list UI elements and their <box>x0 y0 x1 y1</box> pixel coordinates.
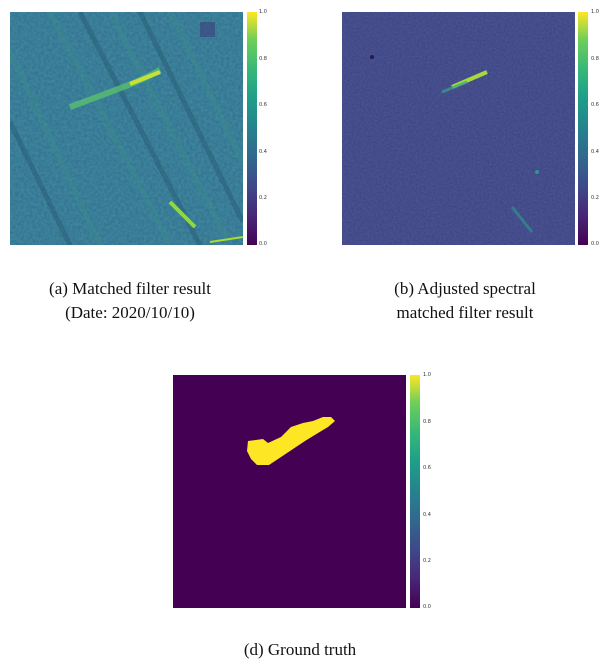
tick-label: 0.6 <box>423 465 431 471</box>
tick-label: 0.6 <box>259 102 267 108</box>
tick-label: 0.2 <box>423 558 431 564</box>
caption-a: (a) Matched filter result (Date: 2020/10… <box>0 277 260 325</box>
tick-label: 0.2 <box>259 195 267 201</box>
tick-label: 1.0 <box>591 9 599 15</box>
tick-label: 0.2 <box>591 195 599 201</box>
caption-line: matched filter result <box>396 303 534 322</box>
tick-label: 0.8 <box>259 56 267 62</box>
caption-line: (Date: 2020/10/10) <box>65 303 195 322</box>
tick-label: 0.4 <box>259 149 267 155</box>
tick-label: 1.0 <box>423 372 431 378</box>
tick-label: 0.8 <box>591 56 599 62</box>
tick-label: 0.0 <box>259 241 267 247</box>
matched-filter-heatmap <box>10 12 243 245</box>
tick-label: 0.0 <box>423 604 431 610</box>
colorbar-d <box>410 375 420 608</box>
ground-truth-map <box>173 375 406 608</box>
tick-label: 0.8 <box>423 419 431 425</box>
tick-label: 0.6 <box>591 102 599 108</box>
tick-label: 0.4 <box>591 149 599 155</box>
caption-line: (a) Matched filter result <box>49 279 211 298</box>
colorbar-b <box>578 12 588 245</box>
tick-label: 1.0 <box>259 9 267 15</box>
adjusted-spectral-heatmap <box>342 12 575 245</box>
tick-label: 0.0 <box>591 241 599 247</box>
caption-b: (b) Adjusted spectral matched filter res… <box>335 277 595 325</box>
colorbar-a <box>247 12 257 245</box>
plume-mask <box>247 417 335 465</box>
caption-d: (d) Ground truth <box>170 638 430 662</box>
caption-line: (d) Ground truth <box>243 640 357 659</box>
caption-line: (b) Adjusted spectral <box>394 279 536 298</box>
tick-label: 0.4 <box>423 512 431 518</box>
